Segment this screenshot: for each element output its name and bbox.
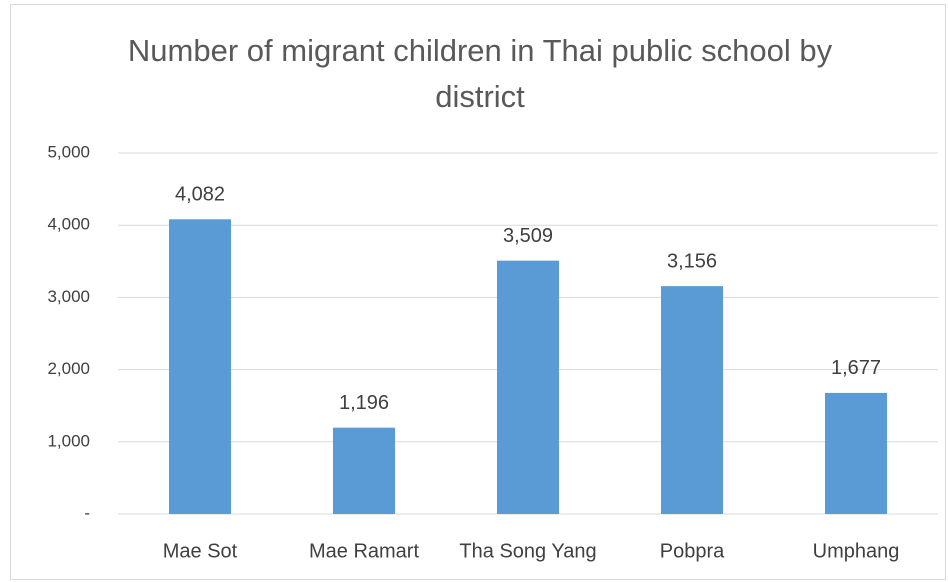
value-label: 3,509 <box>503 225 553 247</box>
value-label: 1,196 <box>339 392 389 414</box>
bar <box>169 219 231 514</box>
y-tick-label: 5,000 <box>47 142 90 161</box>
y-tick-label: - <box>84 503 90 522</box>
bar <box>497 260 559 514</box>
x-tick-label: Tha Song Yang <box>459 540 596 562</box>
x-tick-label: Pobpra <box>660 540 725 562</box>
value-label: 3,156 <box>667 250 717 272</box>
bar <box>825 392 887 514</box>
chart-frame <box>10 4 946 580</box>
y-tick-label: 4,000 <box>47 215 90 234</box>
value-label: 4,082 <box>175 184 225 206</box>
chart-title: Number of migrant children in Thai publi… <box>127 33 833 114</box>
y-tick-label: 2,000 <box>47 359 90 378</box>
bar <box>333 427 395 514</box>
y-tick-label: 1,000 <box>47 431 90 450</box>
y-tick-label: 3,000 <box>47 287 90 306</box>
x-tick-label: Mae Ramart <box>309 540 419 562</box>
bar <box>661 286 723 514</box>
value-label: 1,677 <box>831 357 881 379</box>
x-tick-label: Umphang <box>813 540 900 562</box>
x-tick-label: Mae Sot <box>163 540 238 562</box>
